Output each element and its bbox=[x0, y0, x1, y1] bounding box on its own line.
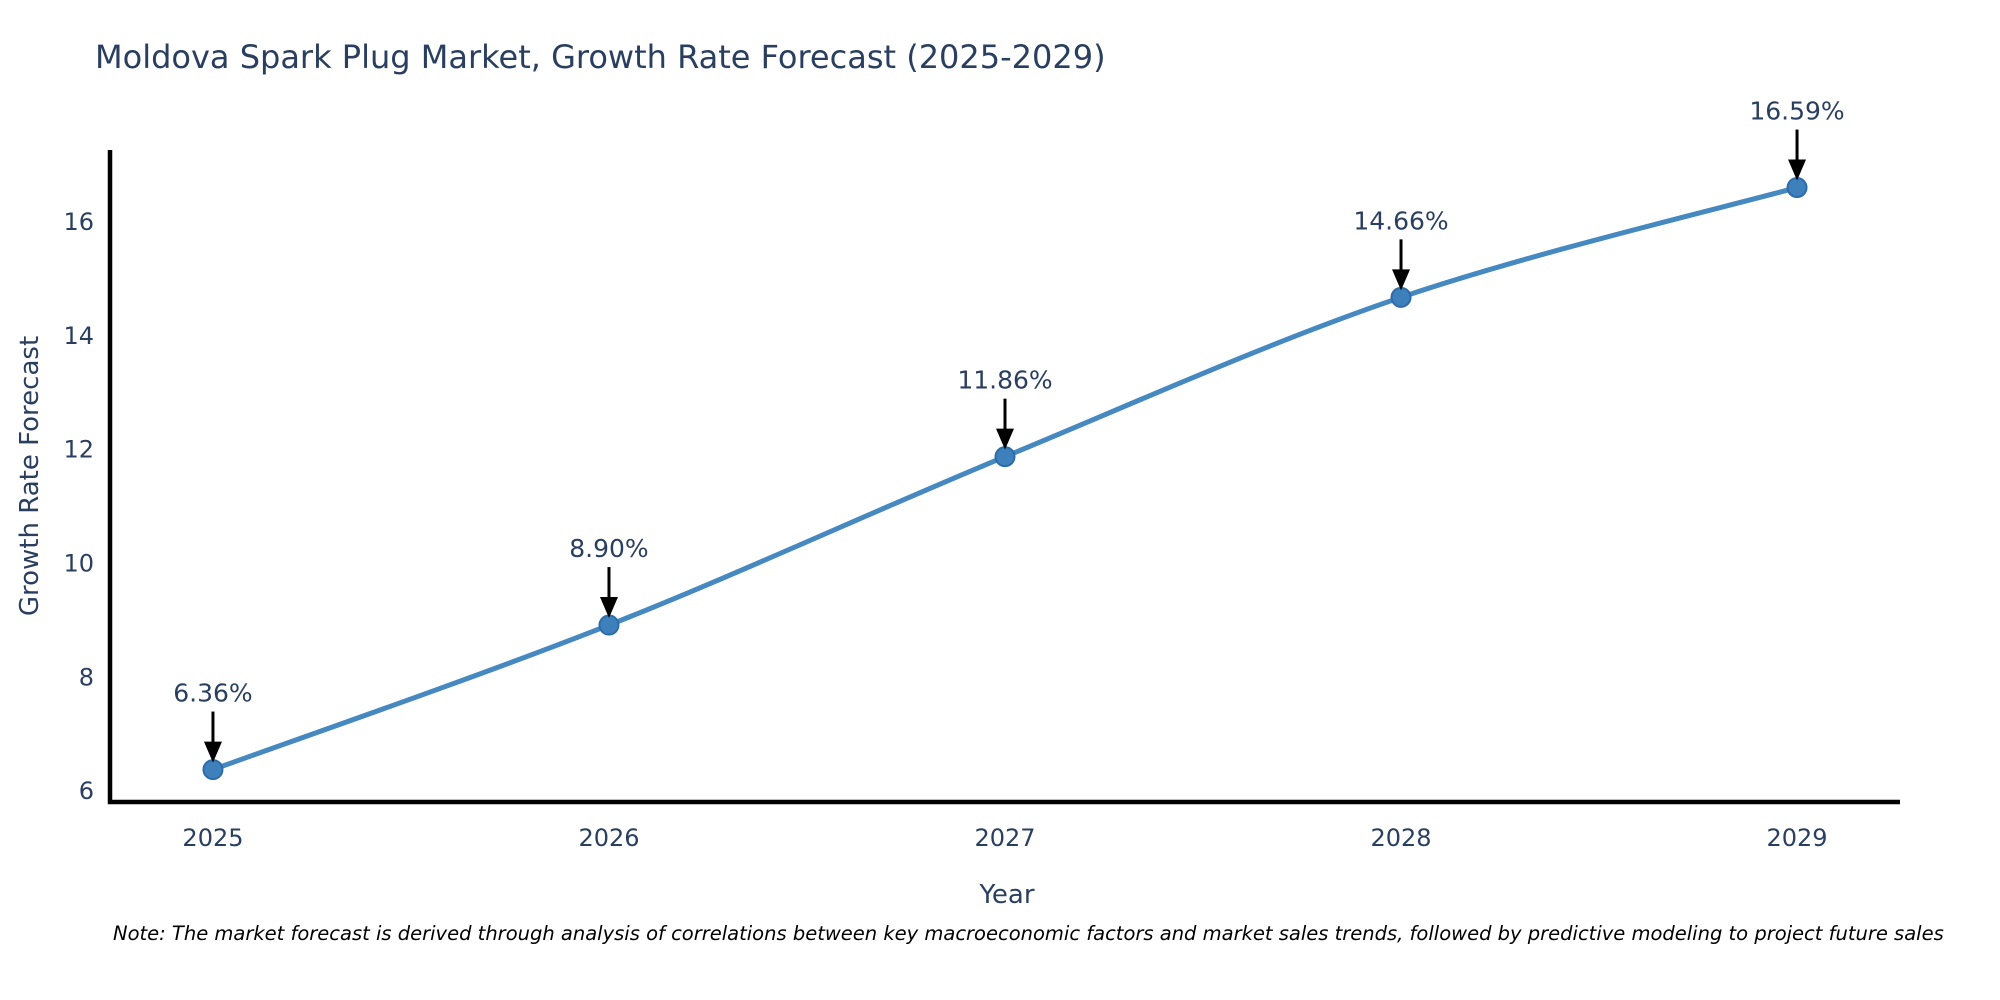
y-tick-label: 10 bbox=[63, 549, 94, 577]
annotation-label: 11.86% bbox=[957, 366, 1052, 395]
y-tick-label: 6 bbox=[79, 777, 94, 805]
axis-lines bbox=[107, 150, 1900, 805]
annotation-arrowhead bbox=[996, 428, 1014, 450]
y-tick-label: 16 bbox=[63, 208, 94, 236]
annotation-label: 6.36% bbox=[173, 679, 252, 708]
annotation-label: 16.59% bbox=[1749, 97, 1844, 126]
annotation-arrowhead bbox=[1788, 159, 1807, 181]
annotation-arrowhead bbox=[599, 597, 618, 619]
footnote: Note: The market forecast is derived thr… bbox=[113, 922, 1944, 945]
data-point-2028[interactable] bbox=[1390, 286, 1412, 308]
annotation-arrowhead bbox=[1392, 269, 1411, 291]
data-point-2027[interactable] bbox=[994, 446, 1016, 468]
x-tick-label: 2026 bbox=[578, 824, 639, 852]
data-point-2026[interactable] bbox=[598, 614, 620, 636]
x-tick-label: 2025 bbox=[182, 824, 243, 852]
annotation-label: 8.90% bbox=[569, 534, 648, 563]
y-tick-label: 12 bbox=[63, 436, 94, 464]
trend-line bbox=[210, 185, 1800, 773]
y-tick-label: 14 bbox=[63, 322, 94, 350]
x-axis-title: Year bbox=[979, 880, 1035, 910]
data-point-2029[interactable] bbox=[1786, 177, 1808, 199]
annotation-label: 14.66% bbox=[1353, 206, 1448, 235]
data-point-2025[interactable] bbox=[202, 759, 224, 781]
chart-title: Moldova Spark Plug Market, Growth Rate F… bbox=[95, 38, 1106, 76]
x-tick-label: 2028 bbox=[1370, 824, 1431, 852]
x-tick-label: 2029 bbox=[1766, 824, 1827, 852]
annotation-arrowhead bbox=[203, 741, 222, 763]
y-tick-label: 8 bbox=[79, 663, 94, 691]
x-tick-label: 2027 bbox=[974, 824, 1035, 852]
